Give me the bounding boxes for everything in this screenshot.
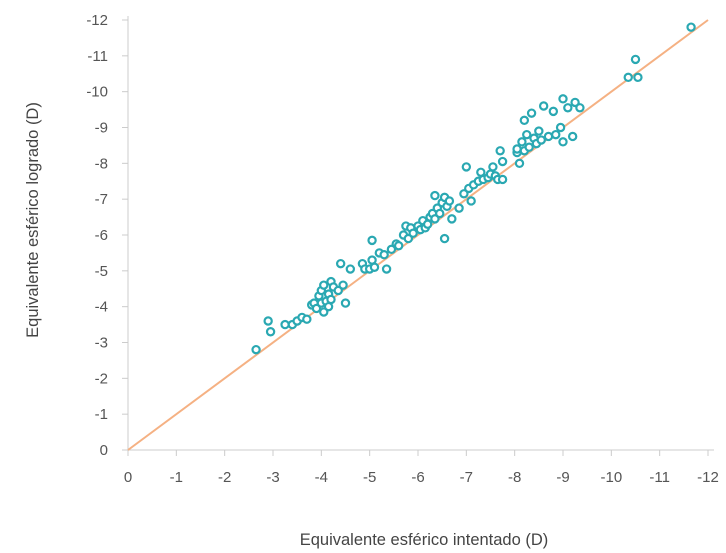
- data-point: [497, 156, 508, 167]
- data-point: [633, 72, 643, 83]
- x-axis-ticks: 0 -1 -2 -3 -4 -5 -6 -7 -8 -9 -10 -11 -12: [124, 450, 719, 486]
- data-point: [538, 101, 549, 111]
- data-point: [466, 196, 476, 206]
- data-point: [447, 214, 457, 224]
- data-point: [630, 54, 641, 65]
- data-point: [340, 298, 351, 308]
- y-tick-label: -8: [95, 155, 108, 172]
- y-axis-ticks: 0 -1 -2 -3 -4 -5 -6 -7 -8 -9 -10 -11 -12: [86, 12, 128, 459]
- y-tick-label: -2: [95, 370, 108, 387]
- x-tick-label: -3: [266, 469, 279, 486]
- data-point: [369, 262, 380, 272]
- data-point: [534, 126, 544, 136]
- data-point: [548, 106, 559, 117]
- data-point: [536, 135, 546, 145]
- data-point: [454, 203, 464, 213]
- data-point: [512, 144, 522, 154]
- data-point: [514, 158, 525, 169]
- data-point: [558, 94, 568, 104]
- data-point: [461, 162, 472, 172]
- x-tick-label: -2: [218, 469, 231, 486]
- x-tick-label: -11: [649, 469, 670, 486]
- x-axis-title: Equivalente esférico intentado (D): [300, 531, 549, 549]
- data-point: [251, 344, 261, 355]
- x-tick-label: -9: [556, 469, 569, 486]
- data-point: [263, 316, 273, 326]
- data-point: [265, 327, 276, 337]
- data-point: [526, 108, 537, 118]
- y-tick-label: -5: [95, 263, 108, 280]
- data-point: [524, 142, 534, 152]
- data-point: [575, 103, 585, 113]
- data-points: [251, 22, 696, 355]
- data-point: [517, 137, 527, 147]
- data-point: [367, 235, 377, 246]
- data-point: [686, 22, 696, 32]
- data-point: [623, 72, 633, 83]
- data-point: [555, 122, 566, 133]
- x-tick-label: -12: [697, 469, 719, 486]
- data-point: [567, 131, 578, 142]
- y-tick-label: -12: [86, 12, 108, 29]
- x-tick-label: 0: [124, 469, 132, 486]
- data-point: [338, 280, 348, 290]
- x-tick-label: -10: [600, 469, 622, 486]
- data-point: [444, 196, 455, 206]
- y-tick-label: -3: [95, 335, 108, 352]
- data-point: [558, 137, 568, 147]
- data-point: [551, 129, 561, 140]
- x-tick-label: -5: [363, 469, 376, 486]
- y-tick-label: -4: [95, 299, 108, 316]
- y-tick-label: -6: [95, 227, 108, 244]
- y-tick-label: -7: [95, 191, 108, 208]
- data-point: [522, 129, 532, 140]
- data-point: [408, 228, 418, 238]
- data-point: [430, 190, 440, 201]
- x-tick-label: -8: [508, 469, 521, 486]
- x-tick-label: -7: [460, 469, 473, 486]
- data-point: [379, 250, 389, 260]
- data-point: [302, 314, 312, 324]
- identity-reference-line: [127, 19, 709, 451]
- data-point: [435, 208, 445, 219]
- data-point: [563, 103, 573, 113]
- data-point: [488, 162, 498, 172]
- x-tick-label: -6: [411, 469, 424, 486]
- y-tick-label: -1: [95, 406, 108, 423]
- y-tick-label: -9: [95, 120, 108, 137]
- data-point: [381, 264, 392, 274]
- data-point: [319, 280, 329, 290]
- data-point: [393, 241, 404, 251]
- data-point: [326, 294, 336, 305]
- data-point: [335, 258, 346, 269]
- y-tick-label: 0: [100, 442, 108, 459]
- data-point: [543, 131, 554, 142]
- x-tick-label: -4: [315, 469, 328, 486]
- data-point: [497, 174, 508, 185]
- data-point: [495, 146, 505, 156]
- data-point: [519, 115, 530, 126]
- x-tick-label: -1: [170, 469, 183, 486]
- y-tick-label: -11: [87, 48, 108, 65]
- y-axis-title: Equivalente esférico logrado (D): [24, 102, 42, 338]
- y-tick-label: -10: [86, 84, 108, 101]
- data-point: [439, 233, 450, 244]
- data-point: [345, 264, 356, 274]
- data-point: [280, 319, 290, 330]
